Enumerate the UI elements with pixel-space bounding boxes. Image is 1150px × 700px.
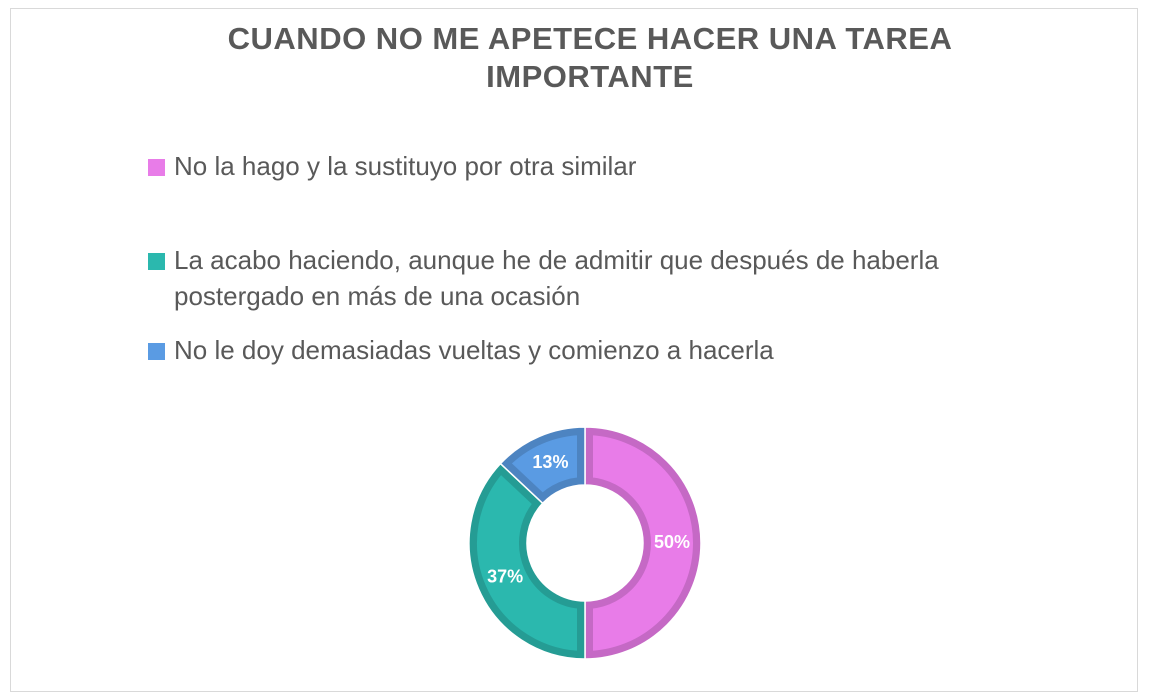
segment-edge — [468, 462, 586, 660]
legend-label: La acabo haciendo, aunque he de admitir … — [174, 245, 939, 311]
segment-edge — [499, 426, 586, 505]
donut-segment — [468, 463, 585, 659]
segment-edge — [584, 426, 702, 660]
legend-label: No le doy demasiadas vueltas y comienzo … — [174, 335, 774, 365]
legend-entry: La acabo haciendo, aunque he de admitir … — [148, 242, 1048, 314]
data-label: 13% — [532, 452, 568, 472]
data-label: 50% — [654, 532, 690, 552]
legend-label: No la hago y la sustituyo por otra simil… — [174, 151, 637, 181]
chart-title: CUANDO NO ME APETECE HACER UNA TAREA IMP… — [227, 21, 953, 94]
chart-frame — [10, 8, 1138, 692]
legend-swatch — [148, 159, 165, 176]
legend-swatch — [148, 253, 165, 270]
legend: No la hago y la sustituyo por otra simil… — [148, 148, 1048, 368]
legend-entry: No le doy demasiadas vueltas y comienzo … — [148, 332, 1048, 368]
data-label: 37% — [487, 566, 523, 586]
legend-swatch — [148, 343, 165, 360]
legend-entry: No la hago y la sustituyo por otra simil… — [148, 148, 1048, 184]
